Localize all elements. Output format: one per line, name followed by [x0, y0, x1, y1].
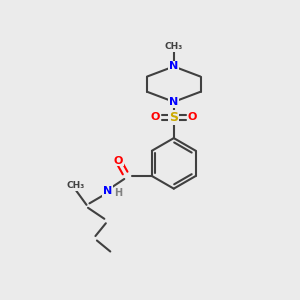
Text: CH₃: CH₃	[165, 42, 183, 51]
Text: N: N	[169, 61, 178, 71]
Text: O: O	[151, 112, 160, 122]
Text: O: O	[188, 112, 197, 122]
Text: CH₃: CH₃	[67, 181, 85, 190]
Text: O: O	[114, 156, 123, 166]
Text: N: N	[103, 186, 112, 196]
Text: N: N	[169, 97, 178, 107]
Text: H: H	[115, 188, 123, 198]
Text: S: S	[169, 111, 178, 124]
